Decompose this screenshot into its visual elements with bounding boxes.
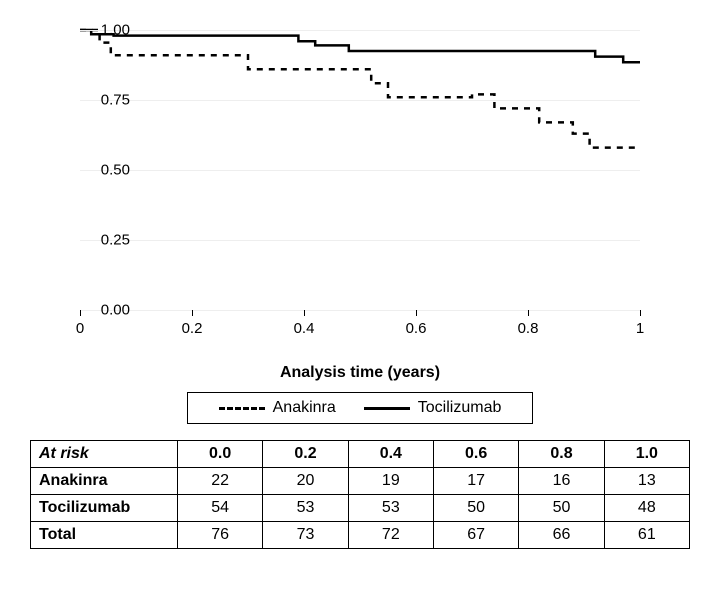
series-tocilizumab — [80, 30, 640, 62]
row-label: Tocilizumab — [31, 495, 178, 522]
cell: 61 — [604, 522, 689, 549]
cell: 73 — [263, 522, 348, 549]
row-label: Anakinra — [31, 468, 178, 495]
cell: 66 — [519, 522, 604, 549]
row-label: Total — [31, 522, 178, 549]
time-header: 0.0 — [178, 441, 263, 468]
table-row: Total 76 73 72 67 66 61 — [31, 522, 690, 549]
at-risk-table: At risk 0.0 0.2 0.4 0.6 0.8 1.0 Anakinra… — [30, 440, 690, 549]
cell: 53 — [348, 495, 433, 522]
cell: 48 — [604, 495, 689, 522]
x-tick — [416, 310, 417, 316]
y-tick-label: 0.50 — [80, 162, 130, 179]
time-header: 0.4 — [348, 441, 433, 468]
cell: 53 — [263, 495, 348, 522]
x-tick-label: 0.8 — [518, 320, 539, 337]
y-tick-label: 0.00 — [80, 302, 130, 319]
x-tick-label: 0.4 — [294, 320, 315, 337]
km-figure: 00.20.40.60.81 0.000.250.500.751.00 Anal… — [20, 20, 700, 549]
cell: 67 — [433, 522, 518, 549]
cell: 19 — [348, 468, 433, 495]
legend-label: Tocilizumab — [418, 399, 502, 417]
legend-label: Anakinra — [273, 399, 336, 417]
y-tick-label: 0.25 — [80, 232, 130, 249]
x-tick — [640, 310, 641, 316]
cell: 20 — [263, 468, 348, 495]
cell: 76 — [178, 522, 263, 549]
cell: 54 — [178, 495, 263, 522]
gridline — [80, 310, 640, 311]
cell: 22 — [178, 468, 263, 495]
gridline — [80, 30, 640, 31]
table-row: Tocilizumab 54 53 53 50 50 48 — [31, 495, 690, 522]
x-tick-label: 0 — [76, 320, 84, 337]
table-row: Anakinra 22 20 19 17 16 13 — [31, 468, 690, 495]
plot-region: 00.20.40.60.81 — [80, 30, 640, 311]
cell: 50 — [519, 495, 604, 522]
dashed-line-icon — [219, 407, 265, 410]
time-header: 0.6 — [433, 441, 518, 468]
y-tick-label: 1.00 — [80, 22, 130, 39]
cell: 50 — [433, 495, 518, 522]
legend: Anakinra Tocilizumab — [187, 392, 533, 424]
cell: 17 — [433, 468, 518, 495]
gridline — [80, 170, 640, 171]
legend-item-anakinra: Anakinra — [219, 399, 336, 417]
solid-line-icon — [364, 407, 410, 410]
chart-area: 00.20.40.60.81 0.00 0.25 0.50 0.75 1.00 — [80, 20, 700, 360]
x-tick-label: 0.6 — [406, 320, 427, 337]
cell: 13 — [604, 468, 689, 495]
x-tick — [304, 310, 305, 316]
x-tick-label: 1 — [636, 320, 644, 337]
y-tick-label: 0.75 — [80, 92, 130, 109]
time-header: 0.8 — [519, 441, 604, 468]
table-header-row: At risk 0.0 0.2 0.4 0.6 0.8 1.0 — [31, 441, 690, 468]
gridline — [80, 240, 640, 241]
time-header: 1.0 — [604, 441, 689, 468]
x-axis-label: Analysis time (years) — [80, 364, 640, 382]
x-tick — [192, 310, 193, 316]
legend-item-tocilizumab: Tocilizumab — [364, 399, 502, 417]
gridline — [80, 100, 640, 101]
cell: 16 — [519, 468, 604, 495]
cell: 72 — [348, 522, 433, 549]
series-anakinra — [80, 30, 640, 148]
x-tick-label: 0.2 — [182, 320, 203, 337]
x-tick — [528, 310, 529, 316]
time-header: 0.2 — [263, 441, 348, 468]
at-risk-header: At risk — [31, 441, 178, 468]
